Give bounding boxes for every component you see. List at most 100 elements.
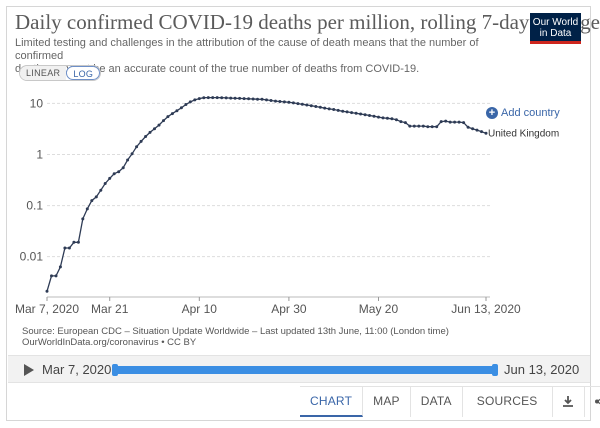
logo-line-2: in Data	[539, 28, 572, 39]
data-point	[256, 97, 259, 101]
data-point	[242, 97, 246, 101]
data-point	[453, 120, 457, 124]
data-point	[175, 109, 179, 113]
timeline-start-handle[interactable]	[112, 364, 118, 376]
data-point	[300, 102, 304, 106]
data-point	[305, 103, 309, 107]
data-point	[157, 123, 161, 127]
timeline: Mar 7, 2020 Jun 13, 2020	[8, 355, 590, 383]
data-point	[345, 110, 349, 114]
tab-data[interactable]: DATA	[411, 387, 463, 417]
play-icon[interactable]	[24, 364, 34, 376]
data-point	[45, 289, 49, 293]
data-point	[282, 100, 286, 104]
data-point	[265, 98, 268, 102]
data-point	[484, 131, 488, 135]
data-point	[170, 112, 174, 116]
add-country-button[interactable]: + Add country	[486, 107, 560, 119]
subtitle-line-2: deaths may not be an accurate count of t…	[15, 63, 420, 75]
linear-scale-button[interactable]: LINEAR	[20, 66, 67, 80]
x-tick-label: Jun 13, 2020	[451, 302, 521, 316]
data-point	[287, 100, 291, 104]
data-point	[76, 240, 80, 244]
data-point	[63, 246, 67, 250]
data-point	[296, 102, 300, 106]
data-point	[184, 103, 188, 106]
data-point	[444, 119, 448, 123]
download-icon[interactable]	[553, 387, 585, 417]
share-icon[interactable]	[585, 387, 600, 417]
x-tick-label: Apr 30	[271, 302, 307, 316]
data-point	[220, 96, 224, 100]
x-axis: Mar 7, 2020 Mar 21 Apr 10 Apr 30 May 20 Jun 1…	[15, 297, 521, 316]
data-point	[58, 265, 62, 269]
data-point	[148, 130, 152, 134]
data-point	[291, 101, 295, 105]
data-point	[350, 111, 354, 115]
timeline-end-label: Jun 13, 2020	[504, 362, 580, 377]
y-tick-label: 0.01	[20, 250, 44, 264]
x-tick-label: Mar 7, 2020	[15, 302, 79, 316]
data-point	[274, 99, 277, 103]
tab-bar: CHART MAP DATA SOURCES	[300, 386, 600, 417]
data-point	[117, 170, 121, 174]
data-point	[233, 96, 237, 100]
data-point	[332, 108, 336, 111]
timeline-range[interactable]	[114, 366, 496, 374]
timeline-end-handle[interactable]	[492, 364, 498, 376]
data-point	[439, 120, 443, 124]
data-point	[197, 97, 201, 101]
data-point	[162, 119, 165, 123]
data-point	[381, 116, 385, 120]
tab-map[interactable]: MAP	[363, 387, 411, 417]
data-point	[278, 100, 282, 103]
owid-logo[interactable]: Our World in Data	[530, 13, 581, 44]
data-point	[238, 96, 242, 100]
add-country-label: Add country	[501, 107, 560, 119]
data-point	[94, 195, 98, 199]
series-label: United Kingdom	[488, 128, 559, 139]
data-point	[139, 139, 143, 143]
data-point	[341, 109, 345, 113]
source-note: Source: European CDC – Situation Update …	[22, 326, 449, 348]
data-point	[327, 107, 331, 111]
tab-sources[interactable]: SOURCES	[463, 387, 553, 417]
data-point	[135, 145, 139, 149]
data-point	[103, 182, 107, 185]
data-point	[193, 98, 197, 102]
plus-icon: +	[486, 107, 498, 119]
data-point	[215, 96, 219, 100]
data-point	[314, 105, 318, 108]
data-point	[408, 124, 412, 128]
data-point	[85, 207, 89, 211]
data-point	[390, 117, 394, 121]
x-tick-label: May 20	[359, 302, 399, 316]
data-point	[112, 172, 116, 176]
y-axis: 10 1 0.1 0.01	[20, 96, 44, 263]
data-point	[166, 115, 170, 119]
log-scale-button[interactable]: LOG	[66, 66, 101, 80]
tab-chart[interactable]: CHART	[300, 387, 364, 417]
data-point	[121, 166, 125, 170]
data-point	[251, 97, 255, 101]
data-point	[108, 176, 112, 180]
data-point	[385, 116, 389, 120]
data-point	[130, 152, 134, 156]
data-point	[448, 120, 452, 124]
data-point	[54, 274, 58, 278]
data-point	[206, 96, 210, 100]
data-point	[318, 105, 322, 109]
data-point	[399, 120, 403, 124]
data-point	[457, 120, 461, 124]
scale-toggle[interactable]: LINEAR LOG	[19, 65, 102, 81]
data-point	[430, 125, 434, 129]
chart-subtitle: Limited testing and challenges in the at…	[15, 37, 515, 76]
data-point	[368, 114, 371, 117]
data-point	[417, 124, 421, 128]
data-point	[412, 124, 416, 128]
data-point	[269, 99, 273, 102]
source-line-2[interactable]: OurWorldInData.org/coronavirus • CC BY	[22, 337, 197, 348]
data-point	[426, 125, 430, 129]
data-point	[72, 240, 76, 244]
